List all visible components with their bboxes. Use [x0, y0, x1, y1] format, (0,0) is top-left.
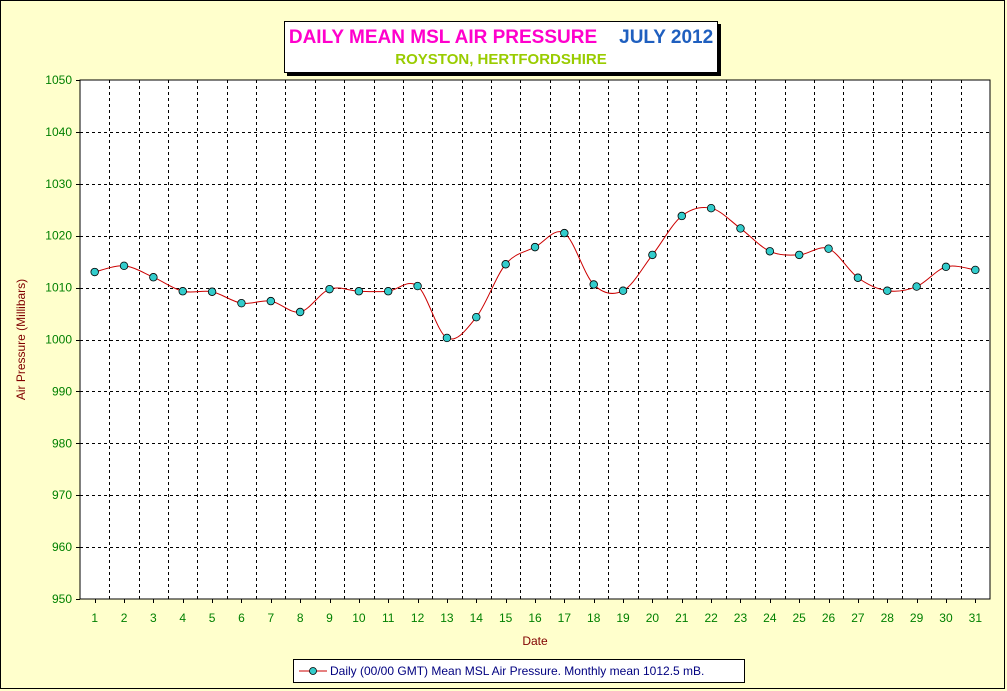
x-tick-label: 12 [411, 611, 425, 625]
y-tick-label: 970 [52, 488, 72, 502]
data-point [648, 250, 657, 260]
y-tick-label: 1020 [45, 229, 72, 243]
data-point [413, 281, 422, 291]
data-point [354, 287, 364, 296]
data-point [295, 307, 305, 317]
series-markers [90, 203, 980, 343]
data-point [618, 286, 628, 295]
x-tick-label: 31 [969, 611, 983, 625]
data-point [384, 287, 393, 296]
data-point [501, 260, 510, 269]
y-tick-label: 1010 [45, 281, 72, 295]
data-point [853, 273, 863, 282]
data-point [941, 262, 951, 272]
y-axis-title: Air Pressure (Millibars) [14, 279, 28, 400]
x-tick-label: 19 [616, 611, 630, 625]
x-tick-label: 2 [121, 611, 128, 625]
x-tick-label: 22 [704, 611, 718, 625]
gridlines [80, 80, 990, 599]
y-tick-label: 1050 [45, 73, 72, 87]
y-axis-tick-labels: 950 960 970 980 990 1000 1010 1020 1030 1040 1050 [45, 73, 80, 606]
chart-title-line: DAILY MEAN MSL AIR PRESSURE JULY 2012 [285, 27, 717, 49]
x-tick-label: 30 [939, 611, 953, 625]
data-point [530, 242, 540, 252]
chart-period: JULY 2012 [619, 27, 714, 48]
data-point [736, 224, 745, 233]
data-point [472, 312, 481, 322]
x-tick-label: 8 [297, 611, 304, 625]
data-point [765, 247, 775, 256]
x-tick-label: 15 [499, 611, 513, 625]
data-point [971, 265, 980, 275]
y-tick-label: 960 [52, 540, 72, 554]
x-tick-label: 4 [179, 611, 186, 625]
x-tick-label: 9 [326, 611, 333, 625]
x-tick-label: 29 [910, 611, 924, 625]
data-point [325, 284, 334, 294]
data-point [883, 286, 892, 295]
data-point [237, 298, 246, 308]
y-tick-label: 1030 [45, 177, 72, 191]
y-tick-label: 950 [52, 592, 72, 606]
x-tick-label: 1 [91, 611, 98, 625]
x-tick-label: 28 [881, 611, 895, 625]
x-tick-label: 20 [646, 611, 660, 625]
data-point [149, 273, 158, 282]
x-tick-label: 6 [238, 611, 245, 625]
data-point [178, 287, 187, 296]
data-point [207, 287, 217, 296]
x-tick-label: 11 [382, 611, 395, 625]
x-tick-label: 10 [352, 611, 366, 625]
x-axis-tick-labels: 1 2 3 4 5 6 7 8 9 10 11 12 13 14 15 16 17 18 19 20 21 22 23 24 2… [91, 599, 982, 625]
data-point [442, 333, 452, 343]
data-point [677, 211, 686, 221]
x-tick-label: 21 [675, 611, 689, 625]
x-tick-label: 27 [851, 611, 865, 625]
data-point [912, 282, 921, 291]
x-tick-label: 16 [528, 611, 542, 625]
x-tick-label: 18 [587, 611, 601, 625]
y-tick-label: 1000 [45, 333, 72, 347]
x-axis-title: Date [522, 634, 548, 648]
x-tick-label: 13 [440, 611, 454, 625]
chart-title: DAILY MEAN MSL AIR PRESSURE [288, 27, 598, 48]
data-point [560, 228, 569, 238]
legend: Daily (00/00 GMT) Mean MSL Air Pressure.… [293, 659, 745, 683]
chart-title-box: DAILY MEAN MSL AIR PRESSURE JULY 2012 ROY… [284, 21, 718, 73]
x-tick-label: 26 [822, 611, 836, 625]
data-point [706, 203, 716, 213]
y-tick-label: 1040 [45, 125, 72, 139]
x-tick-label: 23 [734, 611, 748, 625]
data-point [824, 244, 833, 253]
chart-subtitle: ROYSTON, HERTFORDSHIRE [395, 51, 607, 68]
x-tick-label: 3 [150, 611, 157, 625]
data-point [266, 296, 276, 306]
y-tick-label: 980 [52, 436, 72, 450]
data-point [119, 261, 129, 271]
x-tick-label: 17 [558, 611, 572, 625]
x-tick-label: 7 [267, 611, 274, 625]
x-tick-label: 14 [470, 611, 484, 625]
plot-area [79, 79, 991, 600]
legend-series-name: Daily (00/00 GMT) Mean MSL Air Pressure.… [330, 664, 705, 678]
legend-swatch-icon [299, 667, 327, 675]
x-tick-label: 5 [209, 611, 216, 625]
data-point [589, 280, 598, 289]
x-tick-label: 25 [793, 611, 807, 625]
data-point [794, 250, 804, 260]
data-point [90, 267, 99, 277]
x-tick-label: 24 [763, 611, 777, 625]
y-tick-label: 990 [52, 384, 72, 398]
